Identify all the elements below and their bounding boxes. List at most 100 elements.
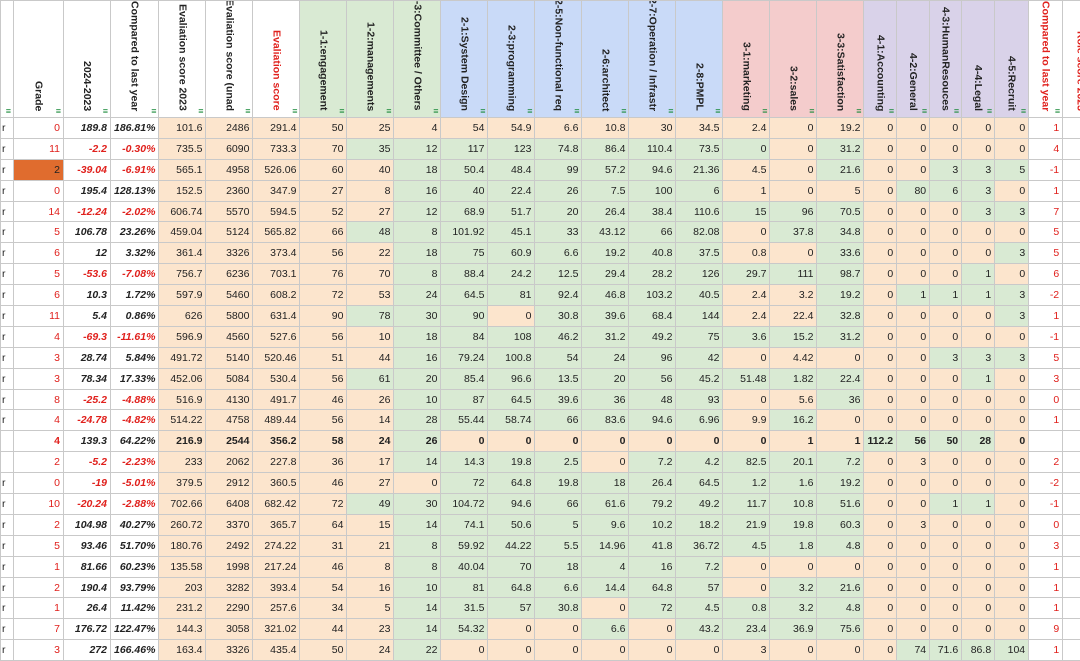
cell-role[interactable]: 1 [1063, 556, 1080, 577]
cell-c25[interactable]: 26 [535, 180, 582, 201]
column-header-c31[interactable]: 3-1:marketing≡ [723, 1, 770, 118]
cell-c31[interactable]: 82.5 [723, 452, 770, 473]
column-header-c25[interactable]: 2-5:Non-functional req≡ [535, 1, 582, 118]
cell-c33[interactable]: 22.4 [817, 368, 864, 389]
cell-c41[interactable]: 0 [864, 473, 897, 494]
cell-role[interactable]: 16 [1063, 389, 1080, 410]
cell-c43[interactable]: 0 [930, 264, 962, 285]
column-header-c26[interactable]: 2-6:architect≡ [582, 1, 629, 118]
cell-c26[interactable]: 36 [582, 389, 629, 410]
cell-cmp[interactable]: 11.42% [111, 598, 159, 619]
cell-a[interactable]: r [1, 535, 14, 556]
cell-cmp[interactable]: 1.72% [111, 285, 159, 306]
cell-evun[interactable]: 4130 [206, 389, 253, 410]
cell-cmp2[interactable]: 1 [1029, 410, 1063, 431]
cell-grade[interactable]: 8 [14, 389, 64, 410]
cell-ev23[interactable]: 144.3 [159, 619, 206, 640]
cell-grade[interactable]: 4 [14, 410, 64, 431]
cell-c41[interactable]: 0 [864, 598, 897, 619]
cell-grade[interactable]: 5 [14, 535, 64, 556]
cell-c23[interactable]: 44.22 [488, 535, 535, 556]
cell-c21[interactable]: 54 [441, 118, 488, 139]
cell-ev23[interactable]: 260.72 [159, 514, 206, 535]
cell-c27[interactable]: 41.8 [629, 535, 676, 556]
cell-c27[interactable]: 72 [629, 598, 676, 619]
cell-cmp2[interactable]: 3 [1029, 368, 1063, 389]
cell-grade[interactable]: 2 [14, 159, 64, 180]
cell-c32[interactable]: 3.2 [770, 285, 817, 306]
cell-c31[interactable]: 3.6 [723, 326, 770, 347]
cell-ev23[interactable]: 361.4 [159, 243, 206, 264]
cell-c27[interactable]: 79.2 [629, 494, 676, 515]
column-header-c42[interactable]: 4-2:General≡ [897, 1, 930, 118]
cell-c42[interactable]: 0 [897, 347, 930, 368]
cell-c41[interactable]: 0 [864, 368, 897, 389]
column-header-cmp[interactable]: Compared to last year≡ [111, 1, 159, 118]
cell-cmp2[interactable]: 3 [1029, 535, 1063, 556]
column-header-c11[interactable]: 1-1:engagement≡ [300, 1, 347, 118]
cell-c13[interactable]: 30 [394, 306, 441, 327]
cell-c26[interactable]: 6.6 [582, 619, 629, 640]
column-header-c27[interactable]: 2-7:Operation / Infrastr≡ [629, 1, 676, 118]
cell-c45[interactable]: 0 [995, 410, 1029, 431]
cell-c23[interactable]: 51.7 [488, 201, 535, 222]
cell-c11[interactable]: 66 [300, 222, 347, 243]
cell-ev23[interactable]: 606.74 [159, 201, 206, 222]
cell-c23[interactable]: 96.6 [488, 368, 535, 389]
cell-c31[interactable]: 0 [723, 138, 770, 159]
filter-lines-icon[interactable]: ≡ [103, 107, 108, 115]
cell-cmp[interactable]: 0.86% [111, 306, 159, 327]
filter-lines-icon[interactable]: ≡ [668, 107, 673, 115]
cell-c31[interactable]: 29.7 [723, 264, 770, 285]
cell-c25[interactable]: 30.8 [535, 598, 582, 619]
cell-c27[interactable]: 66 [629, 222, 676, 243]
cell-c27[interactable]: 103.2 [629, 285, 676, 306]
cell-c21[interactable]: 85.4 [441, 368, 488, 389]
cell-c21[interactable]: 59.92 [441, 535, 488, 556]
cell-cmp[interactable]: 122.47% [111, 619, 159, 640]
cell-c33[interactable]: 0 [817, 556, 864, 577]
cell-evs[interactable]: 360.5 [253, 473, 300, 494]
cell-c42[interactable]: 0 [897, 577, 930, 598]
cell-c23[interactable]: 19.8 [488, 452, 535, 473]
cell-c25[interactable]: 20 [535, 201, 582, 222]
cell-grade[interactable]: 1 [14, 598, 64, 619]
cell-c21[interactable]: 40.04 [441, 556, 488, 577]
cell-c27[interactable]: 7.2 [629, 452, 676, 473]
cell-c32[interactable]: 0 [770, 243, 817, 264]
cell-c13[interactable]: 14 [394, 598, 441, 619]
cell-c25[interactable]: 19.8 [535, 473, 582, 494]
cell-c45[interactable]: 0 [995, 264, 1029, 285]
cell-c41[interactable]: 0 [864, 118, 897, 139]
cell-role[interactable]: 9 [1063, 285, 1080, 306]
cell-cmp[interactable]: 3.32% [111, 243, 159, 264]
cell-c33[interactable]: 4.8 [817, 598, 864, 619]
cell-cmp[interactable]: 128.13% [111, 180, 159, 201]
cell-c43[interactable]: 0 [930, 514, 962, 535]
cell-c33[interactable]: 60.3 [817, 514, 864, 535]
cell-y2024[interactable]: -69.3 [64, 326, 111, 347]
cell-ev23[interactable]: 216.9 [159, 431, 206, 452]
cell-cmp2[interactable]: 5 [1029, 347, 1063, 368]
cell-c26[interactable]: 0 [582, 640, 629, 661]
cell-evs[interactable]: 347.9 [253, 180, 300, 201]
cell-a[interactable]: r [1, 577, 14, 598]
cell-cmp[interactable]: 60.23% [111, 556, 159, 577]
cell-evun[interactable]: 4958 [206, 159, 253, 180]
cell-c33[interactable]: 34.8 [817, 222, 864, 243]
cell-c27[interactable]: 64.8 [629, 577, 676, 598]
cell-c27[interactable]: 68.4 [629, 306, 676, 327]
cell-grade[interactable]: 11 [14, 138, 64, 159]
cell-c42[interactable]: 0 [897, 138, 930, 159]
cell-c32[interactable]: 0 [770, 118, 817, 139]
cell-ev23[interactable]: 379.5 [159, 473, 206, 494]
cell-evs[interactable]: 594.5 [253, 201, 300, 222]
cell-evun[interactable]: 3058 [206, 619, 253, 640]
cell-grade[interactable]: 1 [14, 556, 64, 577]
cell-role[interactable]: 3 [1063, 514, 1080, 535]
cell-c23[interactable]: 70 [488, 556, 535, 577]
cell-c44[interactable]: 3 [962, 159, 995, 180]
cell-evun[interactable]: 2062 [206, 452, 253, 473]
cell-ev23[interactable]: 735.5 [159, 138, 206, 159]
cell-c33[interactable]: 0 [817, 347, 864, 368]
